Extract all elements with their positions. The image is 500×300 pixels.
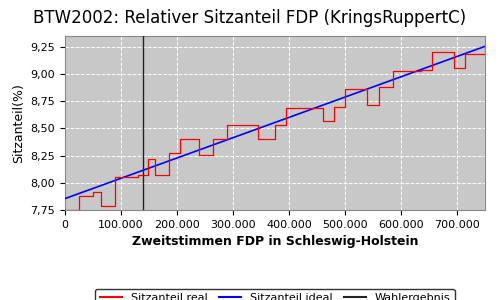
Text: BTW2002: Relativer Sitzanteil FDP (KringsRuppertC): BTW2002: Relativer Sitzanteil FDP (Kring… [34,9,467,27]
Legend: Sitzanteil real, Sitzanteil ideal, Wahlergebnis: Sitzanteil real, Sitzanteil ideal, Wahle… [96,289,454,300]
Y-axis label: Sitzanteil(%): Sitzanteil(%) [12,83,25,163]
X-axis label: Zweitstimmen FDP in Schleswig-Holstein: Zweitstimmen FDP in Schleswig-Holstein [132,235,418,248]
